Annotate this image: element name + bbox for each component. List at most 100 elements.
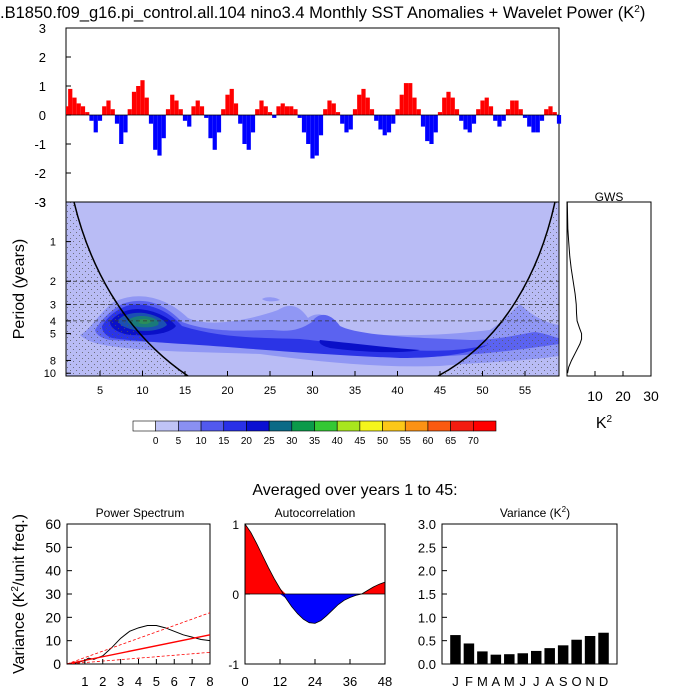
- sst-bar: [314, 115, 319, 156]
- colorbar-swatch: [404, 420, 429, 432]
- power-spectrum-x-tick-label: 5: [153, 674, 160, 689]
- sst-bar: [416, 109, 421, 115]
- variance-y-tick-label: 3.0: [418, 517, 436, 532]
- variance-title: Variance (K2): [500, 505, 570, 520]
- power-spectrum-title: Power Spectrum: [96, 506, 185, 520]
- wavelet-x-tick-label: 15: [179, 385, 191, 397]
- sst-bar: [425, 115, 430, 142]
- sst-bar: [153, 115, 158, 150]
- sst-y-tick-label: -3: [34, 195, 46, 210]
- colorbar-label: 30: [286, 436, 298, 447]
- gws-line: [566, 201, 583, 374]
- sst-bar: [539, 115, 545, 121]
- power-spectrum-x-tick-label: 7: [189, 674, 196, 689]
- variance-bar: [598, 632, 609, 664]
- gws-x-tick-label: 10: [587, 388, 603, 404]
- colorbar-label: 45: [354, 436, 366, 447]
- gws-x-label-base: K: [596, 415, 607, 432]
- sst-bar: [191, 106, 196, 115]
- wavelet-x-tick-label: 45: [434, 385, 446, 397]
- sst-bar: [361, 88, 366, 115]
- colorbar-swatch: [223, 420, 247, 432]
- gws-x-ticks: 10 20 30: [587, 371, 659, 404]
- variance-x-tick-label: N: [585, 674, 594, 689]
- sst-bar: [68, 88, 73, 115]
- power-spectrum-y-label: Variance (K2/unit freq.): [10, 514, 28, 674]
- variance-bar: [517, 653, 529, 664]
- sst-bar: [505, 109, 511, 115]
- sst-bar: [552, 112, 557, 115]
- autocorrelation-x-tick-label: 24: [308, 674, 322, 689]
- wavelet-x-tick-label: 55: [519, 385, 531, 397]
- variance-bar: [584, 636, 596, 664]
- gws-title: GWS: [595, 190, 624, 204]
- wavelet-y-tick-label: 8: [50, 355, 56, 367]
- sst-bar: [348, 115, 353, 130]
- power-spectrum-x-tick-label: 4: [135, 674, 142, 689]
- gws-x-label-sup: 2: [607, 414, 613, 425]
- sst-bar: [136, 86, 141, 115]
- sst-bar: [148, 115, 154, 124]
- sst-bar: [216, 115, 222, 133]
- power-spectrum-x-tick-label: 8: [206, 674, 213, 689]
- sst-bar: [357, 94, 362, 115]
- sst-bar: [310, 115, 315, 159]
- sst-bar: [174, 100, 179, 115]
- period-dashed-lines: [66, 280, 559, 322]
- wavelet-x-tick-label: 30: [306, 385, 318, 397]
- sst-bar: [93, 115, 98, 133]
- sst-bar: [157, 115, 162, 156]
- variance-y-ticks: 0.0 0.5 1.0 1.5 2.0 2.5 3.0: [418, 517, 447, 672]
- cone-of-influence-hatch: [66, 202, 559, 376]
- colorbar-label: 55: [400, 436, 412, 447]
- sst-bar: [497, 115, 502, 127]
- sst-bar: [301, 115, 307, 133]
- sst-bar: [391, 115, 396, 124]
- sst-bar: [467, 115, 472, 133]
- colorbar-swatch: [246, 420, 270, 432]
- sst-bar: [399, 94, 404, 115]
- variance-bar: [544, 648, 555, 664]
- variance-x-tick-label: O: [572, 674, 582, 689]
- sst-bar: [80, 106, 86, 115]
- sst-bar: [412, 97, 417, 115]
- sst-bar: [365, 97, 370, 115]
- sst-bar: [238, 115, 243, 124]
- sst-bar: [323, 109, 328, 115]
- power-spectrum-x-tick-label: 2: [99, 674, 106, 689]
- sst-bar: [544, 109, 549, 115]
- wavelet-x-tick-label: 35: [349, 385, 361, 397]
- variance-y-tick-label: 2.0: [418, 564, 436, 579]
- sst-bar: [480, 100, 485, 115]
- sst-bar: [284, 106, 290, 115]
- sst-bar: [518, 109, 523, 115]
- gws-x-label: K2: [596, 414, 613, 432]
- variance-y-tick-label: 2.5: [418, 540, 436, 555]
- sst-bar: [335, 112, 341, 115]
- sst-bar: [221, 109, 226, 115]
- autocorrelation-x-tick-label: 0: [241, 674, 248, 689]
- power-spectrum-y-tick-label: 60: [45, 516, 61, 532]
- sst-bar: [488, 106, 494, 115]
- wavelet-contour-9: [262, 297, 280, 302]
- sst-bar: [110, 109, 115, 115]
- variance-x-tick-label: J: [452, 674, 459, 689]
- sst-y-tick-label: 2: [39, 50, 46, 65]
- sst-bar: [327, 100, 332, 115]
- gws-x-tick-label: 30: [643, 388, 659, 404]
- sst-bar: [119, 115, 124, 144]
- sst-bar: [144, 97, 149, 115]
- wavelet-contour-5: [319, 340, 420, 353]
- sst-bar: [127, 109, 132, 115]
- figure-title: .B1850.f09_g16.pi_control.all.104 nino3.…: [0, 4, 645, 22]
- sst-bar: [263, 106, 268, 115]
- power-spectrum-y-tick-label: 0: [53, 656, 61, 672]
- sst-bar: [225, 94, 230, 115]
- colorbar-label: 5: [176, 436, 182, 447]
- power-spectrum-y-label-base: Variance (K: [11, 591, 28, 674]
